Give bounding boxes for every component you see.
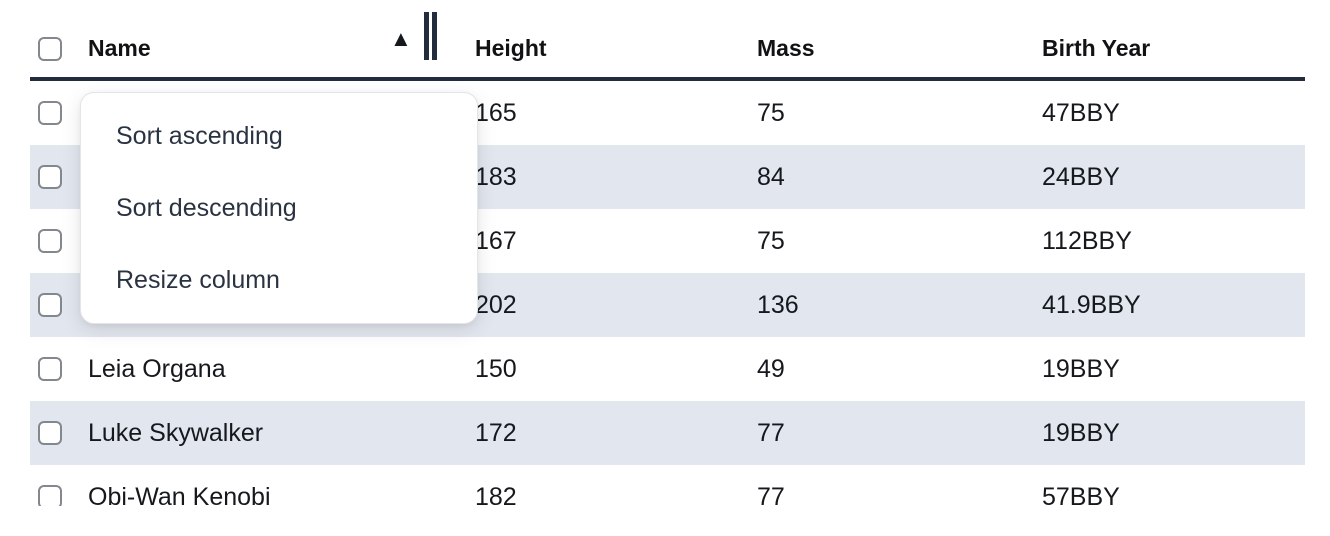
row-checkbox[interactable] — [38, 357, 62, 381]
select-all-checkbox[interactable] — [38, 36, 62, 61]
cell-name: Leia Organa — [88, 354, 226, 383]
menu-item-resize-column[interactable]: Resize column — [116, 266, 280, 294]
row-checkbox[interactable] — [38, 293, 62, 317]
menu-item-sort-ascending[interactable]: Sort ascending — [116, 122, 283, 150]
cell-birth-year: 112BBY — [1042, 226, 1132, 255]
cell-birth-year: 41.9BBY — [1042, 290, 1141, 319]
cell-mass: 77 — [757, 418, 785, 447]
menu-item-sort-descending[interactable]: Sort descending — [116, 194, 297, 222]
resize-bar-icon — [432, 12, 437, 60]
row-checkbox[interactable] — [38, 229, 62, 253]
cell-birth-year: 19BBY — [1042, 418, 1120, 447]
table-row: 202 136 41.9BBY — [30, 273, 1305, 337]
column-context-menu: Sort ascending Sort descending Resize co… — [80, 92, 478, 324]
header-checkbox-cell — [30, 36, 80, 61]
column-header-birth-year[interactable]: Birth Year — [1042, 35, 1151, 61]
table-row: 167 75 112BBY — [30, 209, 1305, 273]
row-checkbox[interactable] — [38, 165, 62, 189]
row-checkbox[interactable] — [38, 421, 62, 445]
cell-mass: 75 — [757, 226, 785, 255]
cell-mass: 77 — [757, 482, 785, 507]
cell-mass: 84 — [757, 162, 785, 191]
cell-birth-year: 19BBY — [1042, 354, 1120, 383]
table-row: Luke Skywalker 172 77 19BBY — [30, 401, 1305, 465]
table: Name ▲ Height Mass Birth Year 165 75 47B… — [0, 0, 1330, 506]
column-header-height[interactable]: Height — [475, 35, 547, 61]
row-checkbox[interactable] — [38, 101, 62, 125]
cell-name: Obi-Wan Kenobi — [88, 482, 271, 507]
cell-height: 172 — [475, 418, 517, 447]
table-header-row: Name ▲ Height Mass Birth Year — [30, 0, 1305, 81]
cell-birth-year: 24BBY — [1042, 162, 1120, 191]
cell-height: 167 — [475, 226, 517, 255]
cell-birth-year: 47BBY — [1042, 98, 1120, 127]
column-header-name[interactable]: Name ▲ — [80, 12, 475, 62]
cell-mass: 75 — [757, 98, 785, 127]
cell-height: 182 — [475, 482, 517, 507]
resize-bar-icon — [424, 12, 429, 60]
column-header-mass[interactable]: Mass — [757, 35, 815, 61]
column-header-name-label[interactable]: Name — [88, 35, 151, 61]
column-resize-handle[interactable] — [424, 12, 437, 60]
cell-height: 150 — [475, 354, 517, 383]
cell-birth-year: 57BBY — [1042, 482, 1120, 507]
cell-height: 165 — [475, 98, 517, 127]
sort-ascending-icon: ▲ — [390, 26, 412, 51]
cell-height: 183 — [475, 162, 517, 191]
row-checkbox[interactable] — [38, 485, 62, 506]
table-row: 165 75 47BBY — [30, 81, 1305, 145]
table-body: 165 75 47BBY 183 84 24BBY 167 75 112BBY — [0, 81, 1330, 506]
cell-mass: 136 — [757, 290, 799, 319]
cell-name: Luke Skywalker — [88, 418, 264, 447]
table-row: Obi-Wan Kenobi 182 77 57BBY — [30, 465, 1305, 506]
cell-height: 202 — [475, 290, 517, 319]
table-row: Leia Organa 150 49 19BBY — [30, 337, 1305, 401]
cell-mass: 49 — [757, 354, 785, 383]
